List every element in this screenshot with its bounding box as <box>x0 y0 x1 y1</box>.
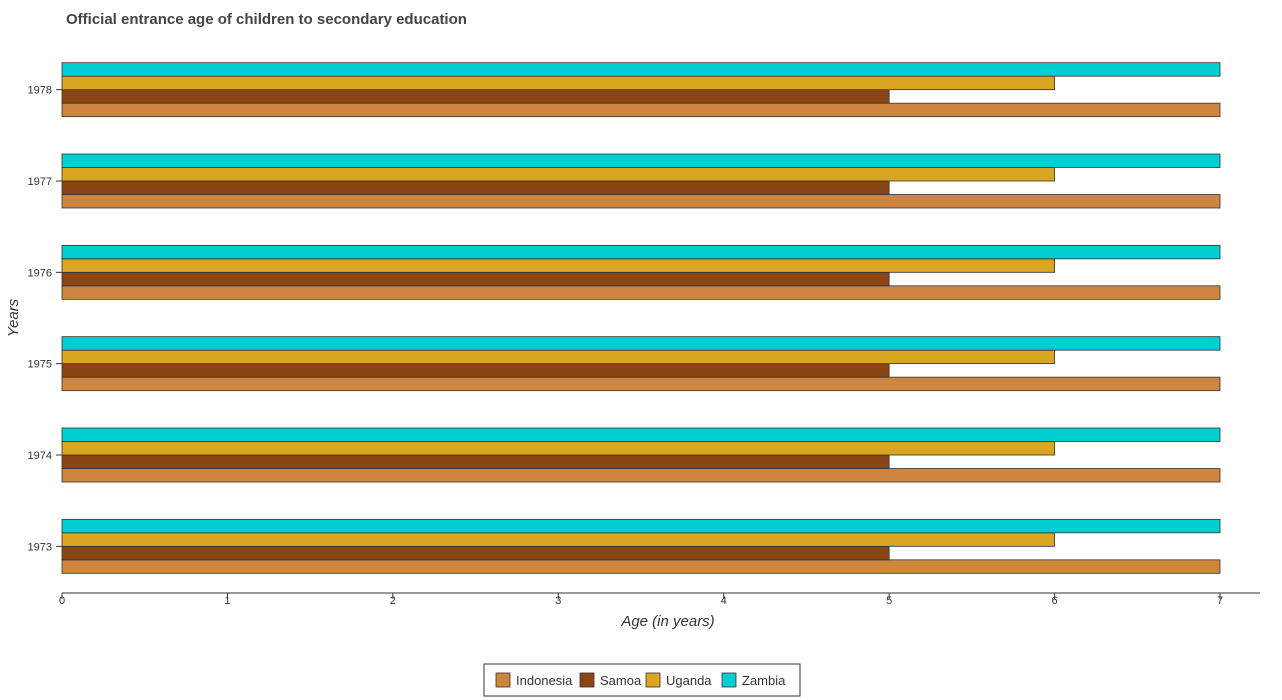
bar-zambia-1975 <box>61 336 1221 351</box>
bar-uganda-1978 <box>61 75 1055 91</box>
plot-area: 1973 1974 1975 1976 1977 1978 0 1 2 3 4 5 6 7 <box>28 62 1260 607</box>
bar-zambia-1978 <box>61 62 1221 77</box>
y-tick-label: 1973 <box>28 541 52 553</box>
x-tick-label: 7 <box>1217 595 1223 607</box>
x-tick-label: 0 <box>59 595 65 607</box>
bar-uganda-1974 <box>61 441 1055 456</box>
x-tick-label: 1 <box>224 595 230 607</box>
bar-uganda-1977 <box>61 167 1055 182</box>
y-tick-label: 1976 <box>28 267 52 279</box>
bar-uganda-1973 <box>61 532 1055 547</box>
bar-zambia-1973 <box>61 518 1221 534</box>
legend-swatch-uganda <box>645 672 661 688</box>
bar-uganda-1975 <box>61 349 1055 365</box>
x-tick-label: 5 <box>886 595 892 607</box>
chart-title: Official entrance age of children to sec… <box>66 11 467 28</box>
legend-label-indonesia: Indonesia <box>516 673 573 688</box>
legend-label-samoa: Samoa <box>600 673 642 688</box>
legend-box <box>483 663 801 697</box>
x-tick-label: 6 <box>1052 595 1058 607</box>
legend-swatch-samoa <box>579 672 595 688</box>
bar-indonesia-1975 <box>61 376 1221 392</box>
x-tick-label: 2 <box>390 595 396 607</box>
legend-label-uganda: Uganda <box>666 673 712 688</box>
bar-indonesia-1976 <box>61 285 1221 300</box>
bar-indonesia-1974 <box>61 468 1221 483</box>
y-tick-label: 1977 <box>28 176 52 188</box>
bar-samoa-1974 <box>61 454 890 469</box>
x-axis-label: Age (in years) <box>620 613 714 630</box>
bar-zambia-1974 <box>61 427 1221 442</box>
y-tick-label: 1975 <box>28 359 52 371</box>
bar-zambia-1977 <box>61 153 1221 168</box>
bar-samoa-1978 <box>61 89 890 104</box>
x-tick-label: 4 <box>721 595 727 607</box>
legend-label-zambia: Zambia <box>742 673 786 688</box>
legend-swatch-zambia <box>721 672 737 688</box>
bar-indonesia-1978 <box>61 102 1221 118</box>
bar-samoa-1976 <box>61 271 890 287</box>
y-tick-label: 1978 <box>28 85 52 97</box>
bar-zambia-1976 <box>61 244 1221 260</box>
bar-samoa-1977 <box>61 180 890 195</box>
bar-uganda-1976 <box>61 258 1055 273</box>
y-tick-label: 1974 <box>28 450 52 462</box>
bar-samoa-1973 <box>61 545 890 561</box>
x-tick-label: 3 <box>555 595 561 607</box>
y-axis-label: Years <box>5 298 22 337</box>
bar-indonesia-1977 <box>61 194 1221 209</box>
bar-indonesia-1973 <box>61 559 1221 574</box>
legend-swatch-indonesia <box>495 672 511 688</box>
bar-samoa-1975 <box>61 363 890 378</box>
legend: Indonesia Samoa Uganda Zambia <box>483 663 801 697</box>
